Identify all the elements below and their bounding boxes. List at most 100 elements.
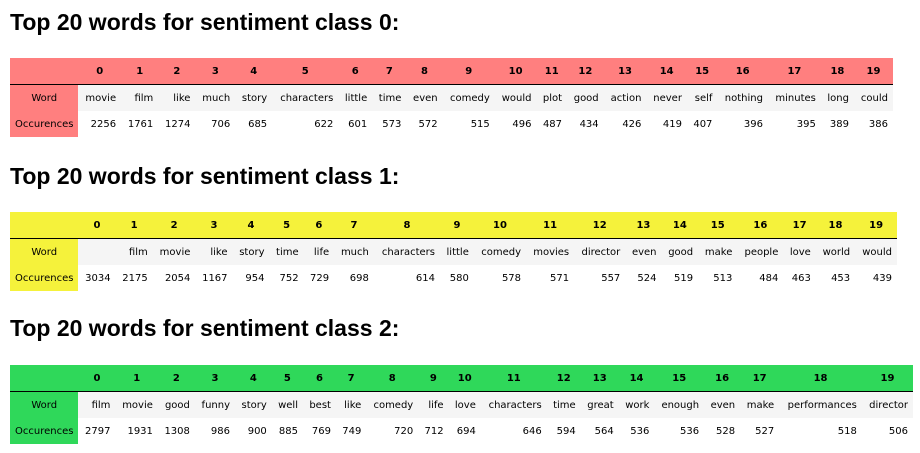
table-class-0: 0 1 2 3 4 5 6 7 8 9 10 11 12 13 14 15 16 17 18 19 Word movie… [10,58,893,137]
count-cell: 527 [740,418,780,444]
word-cell: even [406,84,443,111]
count-cell: 685 [235,111,273,137]
count-cell: 578 [473,265,527,291]
word-row-label: Word [10,84,79,111]
count-cell: 434 [567,111,604,137]
count-cell: 518 [779,418,862,444]
column-index-header: 3 [195,212,233,239]
column-index-header: 9 [442,58,495,85]
section-title: Top 20 words for sentiment class 0: [10,9,400,35]
word-cell: movie [152,238,196,265]
word-cell: movies [526,238,575,265]
word-cell: characters [373,238,440,265]
count-cell: 396 [717,111,768,137]
word-cell: well [271,391,303,418]
column-index-header: 17 [767,58,821,85]
count-cell: 580 [439,265,474,291]
word-cell: much [334,238,374,265]
count-cell: 395 [767,111,821,137]
column-index-header: 8 [406,58,443,85]
word-row: Word film movie like story time life much charac… [10,238,897,265]
column-index-header: 19 [861,365,913,392]
word-cell: make [698,238,738,265]
count-cell: 528 [704,418,741,444]
count-cell: 1761 [121,111,159,137]
column-index-header: 13 [580,365,619,392]
column-index-header: 11 [536,58,568,85]
count-cell: 389 [820,111,854,137]
column-index-header: 15 [686,58,718,85]
count-cell: 712 [418,418,449,444]
column-index-header: 12 [567,58,604,85]
count-cell: 2256 [78,111,122,137]
column-index-header: 3 [195,58,236,85]
column-index-header: 5 [271,365,303,392]
count-cell: 484 [737,265,784,291]
column-index-header: 11 [526,212,575,239]
column-index-header: 10 [494,58,537,85]
word-cell: would [855,238,897,265]
count-cell: 752 [269,265,304,291]
column-index-header: 6 [303,212,335,239]
word-cell: like [335,391,367,418]
column-index-header: 14 [618,365,655,392]
column-index-header: 8 [373,212,440,239]
count-cell: 1931 [115,418,158,444]
word-cell: good [567,84,604,111]
column-index-header: 2 [152,212,196,239]
column-index-header: 18 [779,365,862,392]
header-row: 0 1 2 3 4 5 6 7 8 9 10 11 12 13 14 15 16 17 18 19 [10,58,893,85]
column-index-header: 3 [194,365,235,392]
word-cell: time [546,391,581,418]
column-index-header: 8 [366,365,419,392]
word-cell: like [158,84,196,111]
count-cell: 885 [271,418,303,444]
count-cell: 506 [861,418,913,444]
word-cell: time [372,84,407,111]
count-cell: 706 [195,111,236,137]
column-index-header: 6 [302,365,336,392]
count-cell: 900 [235,418,272,444]
count-cell: 496 [494,111,537,137]
count-cell: 2175 [115,265,153,291]
count-row-label: Occurences [10,265,79,291]
count-cell: 1167 [195,265,233,291]
column-index-header: 5 [272,58,339,85]
count-cell: 2797 [78,418,116,444]
column-index-header: 13 [625,212,662,239]
count-cell: 453 [815,265,856,291]
word-row: Word film movie good funny story well best like c… [10,391,913,418]
count-row-label: Occurences [10,111,79,137]
word-cell: performances [779,391,862,418]
word-cell: could [853,84,893,111]
count-cell: 536 [654,418,705,444]
word-cell: director [861,391,913,418]
section-class-1: Top 20 words for sentiment class 1: [10,162,399,190]
column-index-header: 19 [853,58,893,85]
count-cell: 407 [686,111,718,137]
word-cell: self [686,84,718,111]
column-index-header: 0 [78,58,122,85]
word-cell: much [195,84,236,111]
word-cell: little [338,84,373,111]
count-cell: 2054 [152,265,196,291]
column-index-header: 7 [372,58,407,85]
count-cell: 519 [661,265,699,291]
count-row: Occurences 2797 1931 1308 986 900 885 769 749 720… [10,418,913,444]
word-cell: comedy [366,391,419,418]
column-index-header: 9 [418,365,449,392]
column-index-header: 1 [115,365,158,392]
count-cell: 573 [372,111,407,137]
count-cell: 614 [373,265,440,291]
word-cell: nothing [717,84,768,111]
word-cell: best [302,391,336,418]
count-cell: 3034 [78,265,116,291]
count-cell: 572 [406,111,443,137]
count-cell: 594 [546,418,581,444]
column-index-header: 0 [78,212,116,239]
count-cell: 749 [335,418,367,444]
column-index-header: 11 [480,365,547,392]
count-cell: 769 [302,418,336,444]
word-cell: love [783,238,816,265]
word-cell: work [618,391,655,418]
